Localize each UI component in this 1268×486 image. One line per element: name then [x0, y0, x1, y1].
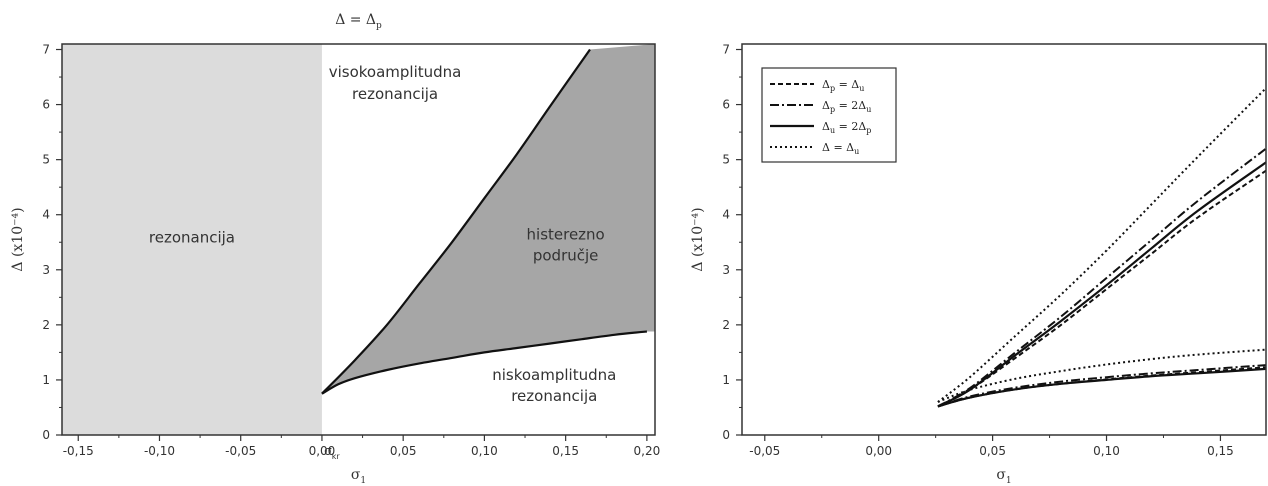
series-line-2-lower	[937, 367, 1266, 408]
right-y-tick-label: 6	[722, 98, 730, 112]
visokoamplitudna-label: visokoamplitudna	[329, 63, 462, 81]
left-x-tick-label: 0,10	[471, 444, 498, 458]
histerezno-label: histerezno	[527, 226, 605, 244]
right-x-tick-label: 0,15	[1207, 444, 1234, 458]
legend-label-2: Δu = 2Δp	[822, 120, 871, 135]
left-x-tick-label: 0,00	[309, 444, 336, 458]
left-x-tick-label: -0,15	[63, 444, 94, 458]
left-x-tick-label: 0,15	[552, 444, 579, 458]
right-x-tick-label: 0,00	[865, 444, 892, 458]
left-chart: 0 1 2 3 4 5 6 7 -0,15 -0,10 -0,05 0,00 0,05 0,10 0,15 0…	[10, 12, 660, 486]
series-line-3-upper	[937, 87, 1266, 403]
left-y-tick-label: 5	[42, 153, 50, 167]
left-y-tick-label: 7	[42, 43, 50, 57]
right-y-tick-label: 4	[722, 208, 730, 222]
left-y-tick-label: 0	[42, 428, 50, 442]
legend-label-1: Δp = 2Δu	[822, 99, 871, 114]
left-x-axis-label: σ1	[351, 467, 366, 486]
right-plot-frame	[741, 43, 1267, 436]
histerezno-label-line2: područje	[533, 247, 599, 265]
right-y-tick-label: 1	[722, 373, 730, 387]
left-x-tick-label: -0,10	[144, 444, 175, 458]
histerezno-region	[321, 44, 655, 394]
left-plot-frame	[61, 43, 656, 436]
lower-boundary-curve	[321, 330, 648, 395]
right-y-tick-label: 5	[722, 153, 730, 167]
right-y-axis-label: Δ (x10⁻⁴)	[690, 207, 706, 271]
left-y-axis-label: Δ (x10⁻⁴)	[10, 207, 26, 271]
right-x-tick-label: 0,10	[1093, 444, 1120, 458]
rezonancija-label: rezonancija	[149, 228, 235, 246]
right-y-tick-label: 2	[722, 318, 730, 332]
series-line-3-lower	[937, 348, 1266, 403]
legend-label-0: Δp = Δu	[822, 78, 864, 93]
left-chart-title: Δ = Δp	[335, 12, 382, 31]
upper-boundary-curve	[321, 48, 591, 395]
niskoamplitudna-label-line2: rezonancija	[511, 387, 597, 405]
right-x-axis-label: σ1	[996, 467, 1011, 486]
right-x-tick-label: -0,05	[749, 444, 780, 458]
rezonancija-region	[62, 44, 322, 435]
right-y-tick-label: 7	[722, 43, 730, 57]
left-x-tick-label: -0,05	[225, 444, 256, 458]
series-line-2-upper	[937, 161, 1266, 408]
left-x-tick-label: 0,20	[634, 444, 661, 458]
legend-label-3: Δ = Δu	[822, 141, 859, 156]
left-y-tick-label: 1	[42, 373, 50, 387]
visokoamplitudna-label-line2: rezonancija	[352, 85, 438, 103]
left-y-tick-label: 6	[42, 98, 50, 112]
left-y-tick-label: 3	[42, 263, 50, 277]
legend-box	[761, 67, 897, 163]
sigma-kr-tick-label: σkr	[324, 444, 340, 461]
right-y-tick-label: 0	[722, 428, 730, 442]
series-line-1-upper	[937, 147, 1266, 408]
right-x-tick-label: 0,05	[979, 444, 1006, 458]
niskoamplitudna-label: niskoamplitudna	[492, 366, 616, 384]
right-chart: 0 1 2 3 4 5 6 7 -0,05 0,00 0,05 0,10 0,15 σ1 Δ (x10⁻⁴)…	[690, 43, 1267, 486]
right-y-tick-label: 3	[722, 263, 730, 277]
series-line-1-lower	[937, 364, 1266, 408]
left-y-tick-label: 2	[42, 318, 50, 332]
left-y-tick-label: 4	[42, 208, 50, 222]
left-x-tick-label: 0,05	[390, 444, 417, 458]
